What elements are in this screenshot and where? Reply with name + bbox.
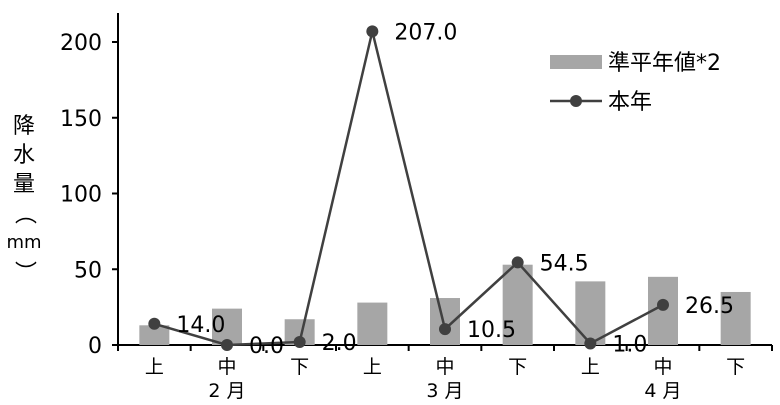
y-axis-label: 降水量 （ mm ） <box>6 112 42 286</box>
y-axis-label-char: ） <box>11 260 37 283</box>
x-tick-label: 上 <box>581 356 600 378</box>
x-tick-label: 中 <box>653 356 672 378</box>
y-axis-label-char: 降 <box>12 114 35 139</box>
data-label: 1.0 <box>612 332 647 357</box>
line-point <box>221 339 233 351</box>
y-axis-label-char: 量 <box>12 172 35 197</box>
bars-series <box>139 264 751 345</box>
data-label: 0.0 <box>249 334 284 359</box>
y-axis-label-char: （ <box>11 202 37 225</box>
x-group-label: 2 月 <box>208 380 245 402</box>
legend-swatch-bar <box>550 55 602 69</box>
line-path <box>153 31 664 347</box>
bar <box>575 281 606 345</box>
line-point <box>293 335 306 348</box>
x-tick-label: 上 <box>363 356 382 378</box>
x-tick-label: 下 <box>290 356 309 378</box>
bar <box>430 298 460 345</box>
legend-marker-line <box>570 95 582 107</box>
bar <box>212 308 242 345</box>
bar <box>139 325 170 345</box>
x-group-label: 3 月 <box>426 380 463 402</box>
line-point <box>511 256 524 269</box>
line-point <box>366 25 379 38</box>
x-group-label: 4 月 <box>644 380 681 402</box>
bar <box>357 302 388 345</box>
legend: 準平年値*2 本年 <box>550 51 721 115</box>
bar <box>720 291 751 345</box>
x-tick-label: 中 <box>217 356 236 378</box>
line-point <box>584 337 597 350</box>
y-axis-label-char: 水 <box>12 143 35 168</box>
y-tick-label: 200 <box>60 31 102 56</box>
line-point <box>148 317 161 330</box>
line-point <box>439 323 451 336</box>
y-tick-label: 100 <box>60 183 102 208</box>
line-series <box>148 25 669 351</box>
x-tick-label: 中 <box>435 356 454 378</box>
data-label: 207.0 <box>394 20 457 45</box>
legend-label-bar: 準平年値*2 <box>608 51 721 76</box>
data-label: 54.5 <box>540 251 589 276</box>
y-tick-label: 0 <box>88 334 102 359</box>
line-point <box>657 298 669 311</box>
y-axis-label-char: mm <box>6 232 42 253</box>
y-tick-label: 150 <box>60 107 102 132</box>
x-tick-label: 下 <box>508 356 527 378</box>
legend-label-line: 本年 <box>608 90 652 115</box>
x-tick-label: 下 <box>726 356 745 378</box>
x-tick-label: 上 <box>145 356 164 378</box>
data-label: 26.5 <box>685 294 734 319</box>
y-tick-label: 50 <box>74 258 102 283</box>
data-label: 2.0 <box>322 331 357 356</box>
bar <box>502 264 533 345</box>
data-labels: 14.0 0.0 2.0 207.0 10.5 54.5 1.0 26.5 <box>176 20 734 359</box>
data-label: 10.5 <box>467 318 516 343</box>
axes: 0 50 100 150 200 上 中 下 上 中 下 上 中 下 2 月 3 月 4 月 <box>60 13 773 402</box>
data-label: 14.0 <box>176 313 225 338</box>
